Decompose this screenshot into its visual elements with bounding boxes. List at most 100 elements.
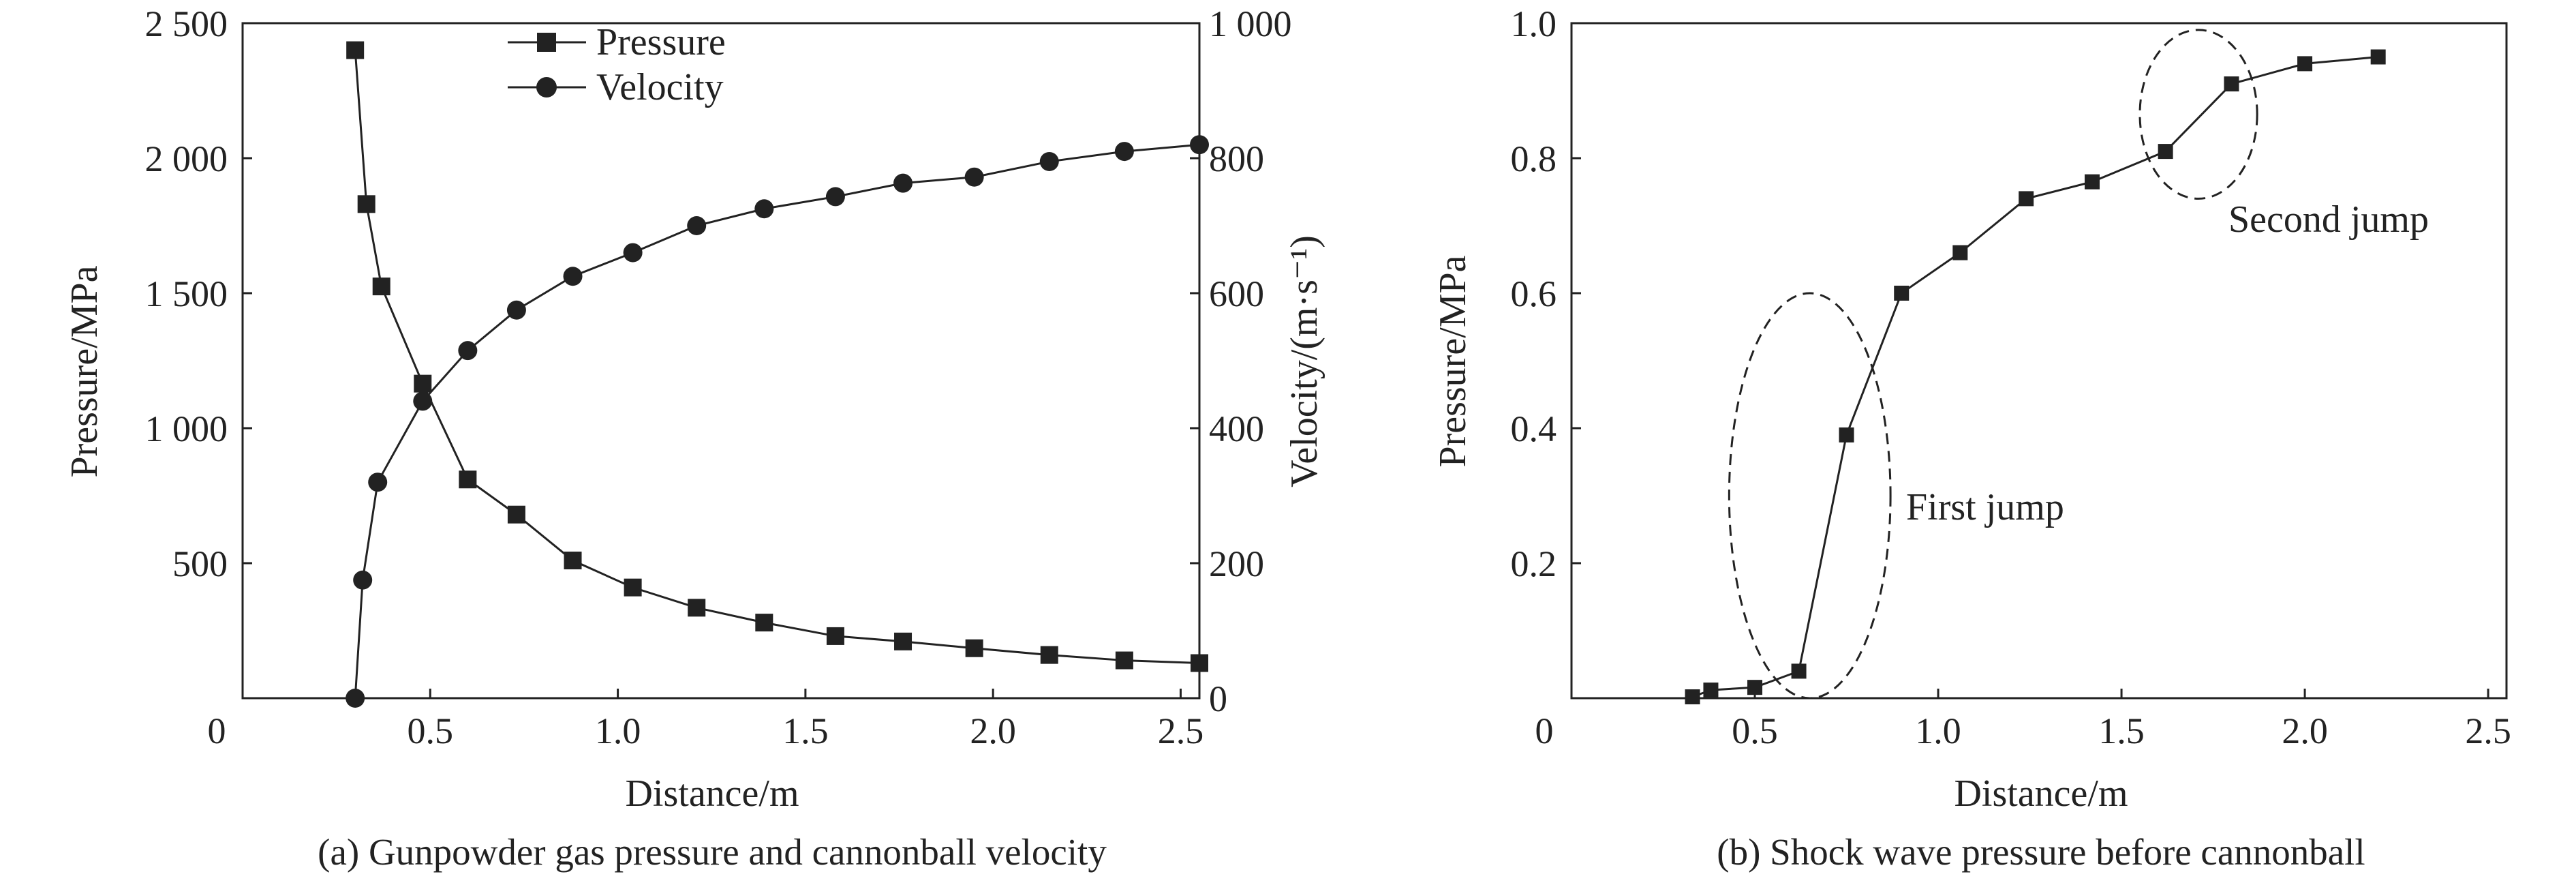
shock-pressure-point bbox=[2370, 49, 2386, 65]
velocity-point bbox=[353, 570, 373, 590]
shock-pressure-point bbox=[2085, 174, 2100, 190]
chart-a: 0 0.5 1.0 1.5 2.0 2.5 500 1 000 1 500 2 000 2 500… bbox=[63, 3, 1325, 873]
velocity-point bbox=[1039, 151, 1059, 171]
velocity-point bbox=[893, 173, 913, 193]
velocity-point bbox=[754, 199, 774, 219]
pressure-point bbox=[755, 614, 773, 632]
velocity-point bbox=[413, 391, 433, 411]
pressure-point bbox=[1115, 651, 1133, 670]
chart-a-x-ticks: 0 0.5 1.0 1.5 2.0 2.5 bbox=[208, 689, 1204, 751]
series-pressure bbox=[346, 41, 1208, 672]
chart-a-y2-tick-label: 200 bbox=[1209, 543, 1264, 584]
shock-pressure-line bbox=[1692, 56, 2378, 698]
shock-pressure-point bbox=[1685, 689, 1700, 705]
shock-pressure-point bbox=[2158, 144, 2173, 160]
chart-b-caption: (b) Shock wave pressure before cannonbal… bbox=[1717, 831, 2365, 873]
chart-a-legend: Pressure Velocity bbox=[508, 21, 726, 108]
chart-b-y-tick-label: 0.8 bbox=[1511, 138, 1557, 179]
velocity-point bbox=[964, 167, 984, 187]
chart-a-caption: (a) Gunpowder gas pressure and cannonbal… bbox=[318, 831, 1107, 873]
velocity-point bbox=[623, 243, 643, 262]
chart-a-series bbox=[346, 41, 1209, 708]
chart-b-y-ticks: 0.2 0.4 0.6 0.8 1.0 bbox=[1511, 3, 1581, 584]
chart-a-y-tick-label: 2 500 bbox=[145, 3, 228, 44]
shock-pressure-point bbox=[1894, 286, 1910, 301]
chart-b-y-axis-title: Pressure/MPa bbox=[1432, 255, 1474, 467]
chart-a-x-axis-title: Distance/m bbox=[625, 772, 799, 815]
chart-b-annotations bbox=[1728, 29, 2258, 700]
chart-b-x-tick-label: 2.0 bbox=[2282, 710, 2328, 751]
chart-a-y-tick-label: 1 500 bbox=[145, 273, 228, 314]
chart-b-x-tick-label: 2.5 bbox=[2465, 710, 2511, 751]
chart-b-x-ticks: 0 0.5 1.0 1.5 2.0 2.5 bbox=[1535, 689, 2511, 751]
pressure-point bbox=[1040, 646, 1058, 664]
velocity-point bbox=[1190, 135, 1209, 155]
chart-a-x-tick-label: 1.0 bbox=[595, 710, 641, 751]
pressure-point bbox=[965, 639, 983, 657]
chart-b-y-tick-label: 0.2 bbox=[1511, 543, 1557, 584]
pressure-point bbox=[1191, 654, 1208, 672]
chart-a-y2-tick-label: 800 bbox=[1209, 138, 1264, 179]
series-pressure-line bbox=[354, 50, 1200, 665]
legend-velocity-marker bbox=[536, 77, 557, 97]
chart-b-x-axis-title: Distance/m bbox=[1954, 772, 2128, 815]
series-velocity bbox=[346, 135, 1209, 708]
pressure-point bbox=[372, 278, 390, 296]
series-velocity-line bbox=[354, 143, 1200, 699]
chart-b-y-tick-label: 0.4 bbox=[1511, 408, 1557, 449]
chart-a-y-tick-label: 1 000 bbox=[145, 408, 228, 449]
shock-pressure-point bbox=[1791, 663, 1807, 679]
chart-a-x-tick-label: 2.0 bbox=[970, 710, 1016, 751]
chart-a-y-tick-label: 500 bbox=[172, 543, 228, 584]
legend-pressure-label: Pressure bbox=[596, 21, 726, 63]
chart-a-plot-frame bbox=[241, 22, 1201, 700]
chart-a-y2-tick-label: 0 bbox=[1209, 678, 1227, 719]
pressure-point bbox=[564, 552, 582, 570]
shock-pressure-point bbox=[2297, 56, 2313, 72]
annotation-first-jump-ellipse bbox=[1728, 292, 1892, 700]
chart-a-y2-tick-label: 1 000 bbox=[1209, 3, 1292, 44]
chart-b-plot-frame bbox=[1570, 22, 2508, 700]
velocity-point bbox=[346, 689, 365, 708]
legend-pressure-marker bbox=[537, 33, 556, 52]
chart-a-x-tick-label: 0.5 bbox=[408, 710, 454, 751]
chart-b-y-tick-label: 0.6 bbox=[1511, 273, 1557, 314]
chart-a-y-axis-title: Pressure/MPa bbox=[63, 265, 106, 477]
pressure-point bbox=[688, 599, 706, 617]
annotation-second-jump-ellipse bbox=[2138, 29, 2258, 200]
chart-b-series bbox=[1685, 49, 2386, 705]
velocity-point bbox=[506, 300, 526, 320]
velocity-point bbox=[1114, 142, 1134, 162]
pressure-point bbox=[414, 374, 432, 393]
velocity-point bbox=[687, 216, 707, 235]
pressure-point bbox=[826, 627, 844, 645]
annotation-first-jump-label: First jump bbox=[1906, 486, 2064, 528]
chart-a-y-tick-label: 2 000 bbox=[145, 138, 228, 179]
chart-a-x-tick-label: 0 bbox=[208, 710, 226, 751]
velocity-point bbox=[825, 187, 845, 207]
shock-pressure-point bbox=[2019, 191, 2034, 207]
velocity-point bbox=[458, 341, 478, 361]
chart-a-x-tick-label: 2.5 bbox=[1158, 710, 1204, 751]
chart-b-x-tick-label: 1.0 bbox=[1915, 710, 1961, 751]
chart-a-y2-tick-label: 400 bbox=[1209, 408, 1264, 449]
chart-a-y-ticks: 500 1 000 1 500 2 000 2 500 bbox=[145, 3, 252, 584]
chart-a-y2-ticks: 0 200 400 600 800 1 000 bbox=[1190, 3, 1292, 719]
chart-b-x-tick-label: 0 bbox=[1535, 710, 1554, 751]
shock-pressure-point bbox=[1703, 682, 1719, 698]
shock-pressure-point bbox=[1839, 427, 1854, 442]
chart-b-x-tick-label: 1.5 bbox=[2098, 710, 2145, 751]
pressure-point bbox=[357, 195, 375, 213]
shock-pressure-point bbox=[2224, 76, 2239, 92]
pressure-point bbox=[624, 578, 642, 597]
shock-pressure-point bbox=[1952, 245, 1968, 260]
legend-velocity-label: Velocity bbox=[596, 66, 724, 108]
annotation-second-jump-label: Second jump bbox=[2228, 198, 2429, 241]
pressure-point bbox=[507, 505, 525, 524]
chart-b-y-tick-label: 1.0 bbox=[1511, 3, 1557, 44]
velocity-point bbox=[368, 472, 388, 492]
pressure-point bbox=[459, 470, 477, 489]
chart-a-y2-axis-title: Velocity/(m·s⁻¹) bbox=[1283, 235, 1325, 487]
pressure-point bbox=[894, 632, 913, 650]
